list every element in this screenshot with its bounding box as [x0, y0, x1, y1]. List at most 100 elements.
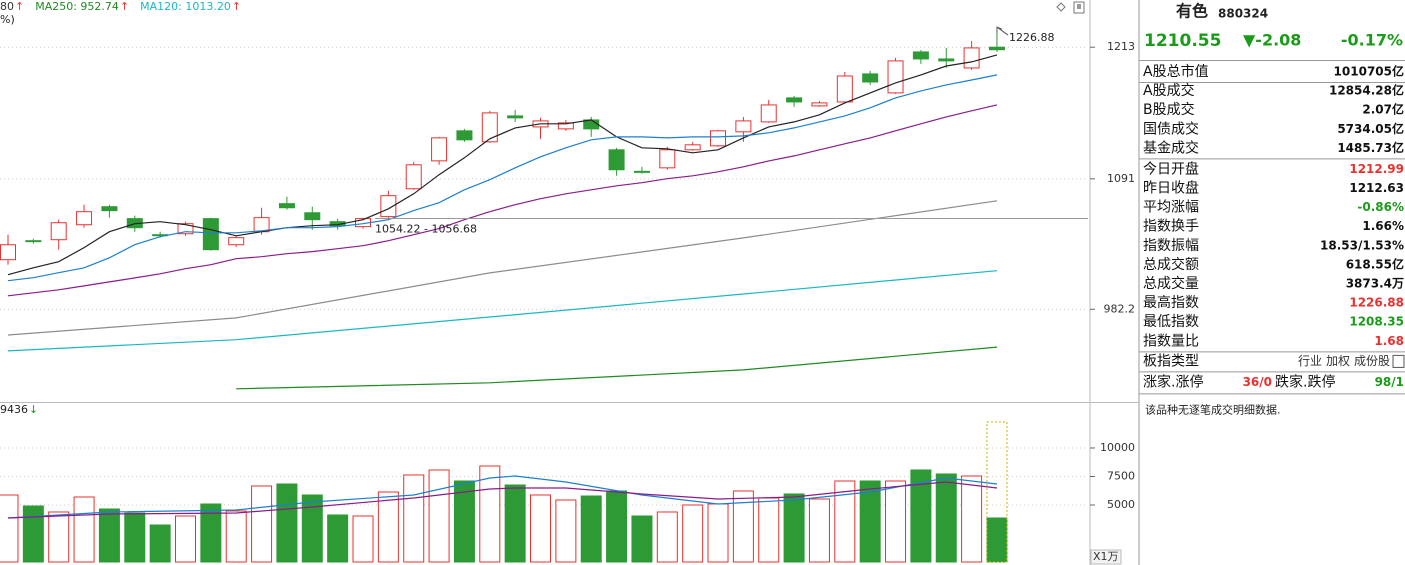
candle-body [938, 58, 955, 62]
ma-line [7, 270, 998, 352]
info-value: 1485.73亿 [1337, 140, 1404, 155]
scroll-thumb [1077, 4, 1081, 9]
scroll-icon[interactable] [1073, 1, 1085, 14]
volume-bar [251, 485, 273, 563]
info-label: 今日开盘 [1143, 160, 1199, 177]
volume-bar [808, 498, 830, 563]
info-label: B股成交 [1143, 101, 1195, 118]
info-value: 1208.35 [1349, 315, 1404, 329]
price-change: ▼-2.08 [1243, 31, 1301, 50]
info-value: 2.07亿 [1362, 102, 1404, 117]
volume-bar [327, 514, 349, 563]
ma-line [236, 346, 998, 390]
candle-body [659, 149, 676, 169]
ma-line [7, 104, 998, 297]
volume-bar [98, 508, 120, 563]
volume-bar [530, 494, 552, 563]
candle-body [684, 144, 701, 151]
y-tick-label: 982.2 [1104, 302, 1136, 315]
candle-body [50, 222, 67, 241]
candle-body [887, 60, 904, 94]
info-label: 指数振幅 [1143, 238, 1199, 254]
candle-body [304, 212, 321, 221]
volume-bar [910, 469, 932, 563]
info-label: 最高指数 [1143, 294, 1199, 311]
volume-bar [403, 474, 425, 563]
candle-body [101, 206, 118, 212]
volume-bar [48, 511, 70, 563]
volume-bar [707, 503, 729, 563]
unit-label: X1万 [1093, 550, 1119, 563]
candle-body [608, 149, 625, 171]
info-value: 1212.99 [1349, 162, 1404, 176]
info-value: 1226.88 [1349, 296, 1404, 310]
tool-icon[interactable] [1056, 2, 1066, 12]
volume-bar [200, 503, 222, 563]
volume-ma-line [7, 481, 998, 519]
volume-bar [504, 484, 526, 563]
volume-bar [783, 493, 805, 563]
ma-line [7, 54, 998, 276]
stock-code: 880324 [1218, 7, 1268, 21]
candle-body [633, 170, 650, 173]
volume-bar [606, 490, 628, 563]
candle-body [481, 112, 498, 143]
legend-entry: MA250: 952.74 [35, 0, 119, 13]
info-value: 5734.05亿 [1337, 121, 1404, 136]
volume-bar [682, 504, 704, 563]
stock-name: 有色 [1176, 2, 1208, 21]
info-value: 3873.4万 [1346, 277, 1404, 291]
candle-body [811, 102, 828, 107]
info-value: 1.66% [1362, 219, 1404, 233]
candle-body [836, 75, 853, 103]
candle-body [786, 97, 803, 103]
candle-body [862, 73, 879, 83]
info-label: 板指类型 [1143, 353, 1199, 369]
info-label: A股成交 [1143, 82, 1195, 99]
volume-bar [0, 494, 19, 563]
volume-bar [352, 515, 374, 563]
info-label: 国债成交 [1143, 120, 1199, 137]
ma-line [7, 200, 998, 336]
volume-bar [149, 524, 171, 563]
legend-sub: %) [0, 13, 15, 26]
candle-body [0, 244, 16, 261]
ref-label: 1054.22 - 1056.68 [375, 223, 477, 236]
type-icon[interactable] [1392, 354, 1405, 368]
info-note: 该品种无逐笔成交明细数据. [1145, 402, 1281, 416]
info-label: 昨日收盘 [1143, 180, 1199, 197]
volume-bar [276, 483, 298, 563]
ma-line [7, 74, 998, 282]
info-label: 最低指数 [1143, 314, 1199, 330]
volume-bar [73, 496, 95, 563]
info-label: A股总市值 [1143, 63, 1209, 80]
volume-bar [631, 515, 653, 563]
pct-change: -0.17% [1341, 31, 1403, 50]
volume-bar [732, 490, 754, 563]
y-tick-label: 10000 [1100, 441, 1135, 454]
candle-body [228, 237, 245, 246]
y-tick-label: 1091 [1107, 172, 1135, 185]
info-value: 36/0 [1243, 375, 1272, 389]
info-value: 1212.63 [1349, 181, 1404, 195]
candle-body [912, 51, 929, 60]
volume-bar [22, 505, 44, 563]
candle-body [988, 46, 1005, 51]
volume-bar [453, 480, 475, 563]
candle-body [507, 115, 524, 119]
candle-body [431, 137, 448, 162]
volume-bar [377, 491, 399, 563]
type-link[interactable]: 加权 [1326, 354, 1350, 368]
volume-forecast [986, 421, 1008, 563]
type-link[interactable]: 成份股 [1354, 354, 1390, 368]
candle-body [735, 120, 752, 133]
last-price: 1210.55 [1144, 31, 1221, 51]
legend-arrow: ↑ [15, 0, 24, 13]
type-link[interactable]: 行业 [1298, 354, 1322, 368]
candle-body [25, 240, 42, 243]
high-label: 1226.88 [1009, 31, 1055, 44]
volume-bar [580, 495, 602, 563]
